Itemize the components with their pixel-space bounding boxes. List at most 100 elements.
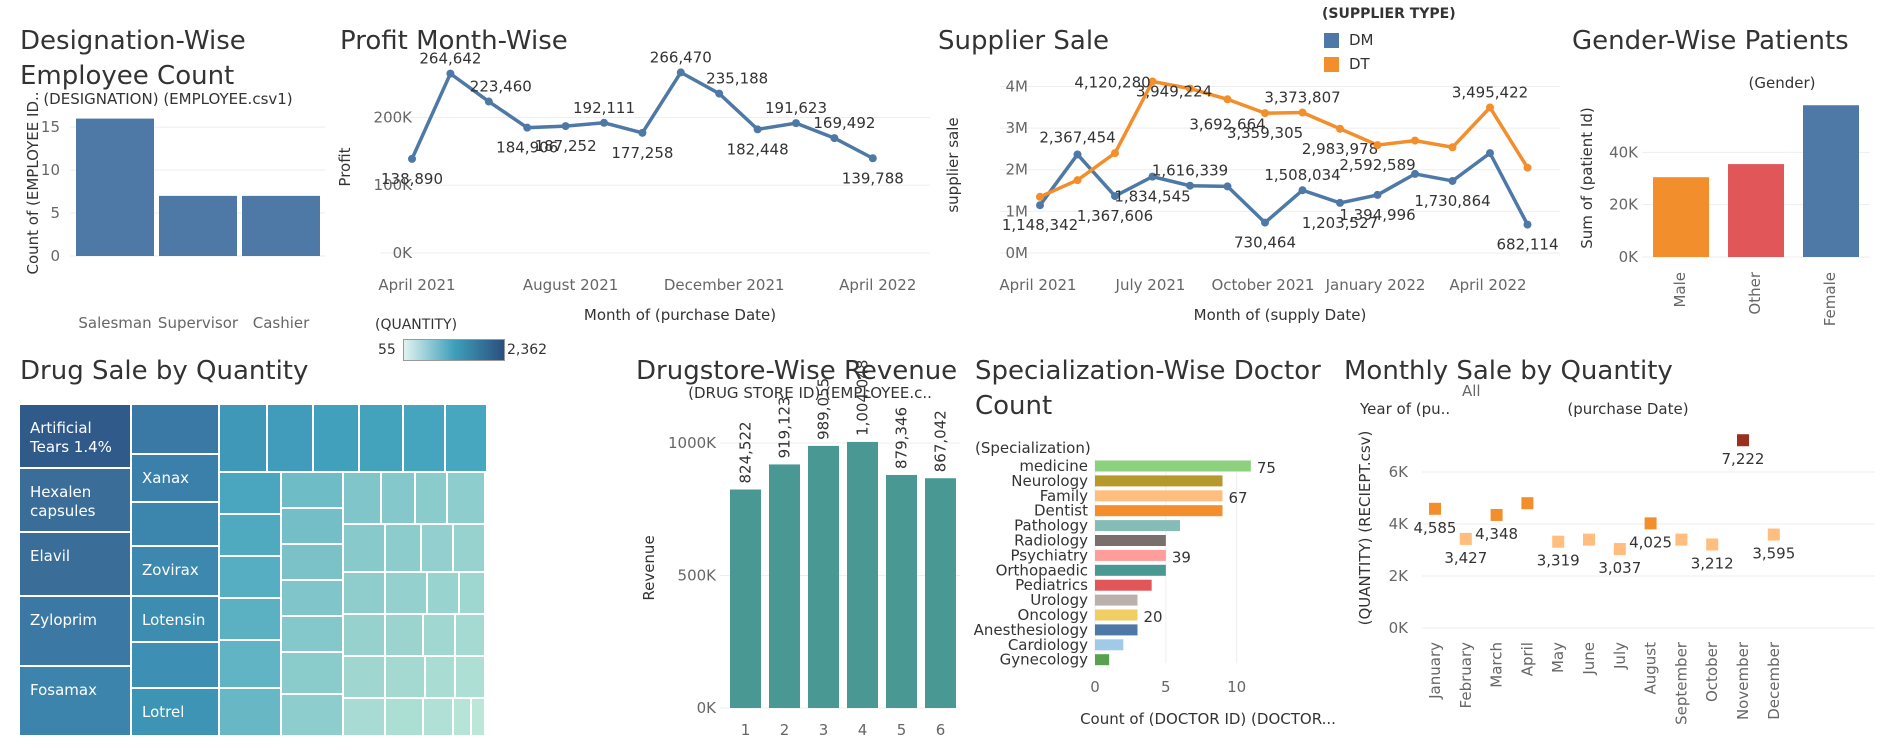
legend-item-dt[interactable]: DT — [1324, 55, 1370, 73]
revenue-xtick-3: 4 — [858, 721, 868, 739]
profit-point-0 — [408, 154, 416, 163]
revenue-bar-0 — [730, 489, 761, 708]
profit-xtick-3: April 2022 — [839, 276, 916, 294]
monthly-point-6 — [1613, 543, 1626, 556]
treemap-cell — [282, 509, 342, 543]
legend-label-dm: DM — [1349, 31, 1374, 49]
monthly-subtitle: (purchase Date) — [1567, 400, 1688, 418]
profit-label-9: 182,448 — [727, 140, 789, 158]
supplier-dm-point-13 — [1523, 220, 1532, 229]
specialization-category-7: Orthopaedic — [996, 561, 1088, 579]
designation-bar-0 — [76, 118, 154, 257]
designation-bar-2 — [242, 195, 320, 256]
specialization-category-13: Gynecology — [1000, 651, 1089, 669]
supplier-dt-point-9 — [1373, 141, 1382, 150]
profit-point-4 — [561, 122, 570, 131]
profit-label-3: 184,906 — [496, 139, 558, 157]
gender-ytick-2: 40K — [1609, 143, 1639, 161]
designation-title: Designation-Wise Employee Count — [20, 26, 246, 91]
specialization-category-6: Psychiatry — [1010, 546, 1088, 564]
profit-xtick-1: August 2021 — [523, 276, 618, 294]
profit-label-6: 177,258 — [611, 144, 673, 162]
specialization-xlabel: Count of (DOCTOR ID) (DOCTOR... — [1080, 710, 1336, 728]
designation-xtick-1: Supervisor — [158, 314, 239, 332]
revenue-label-5: 867,042 — [932, 410, 950, 472]
treemap-cell — [344, 699, 384, 735]
revenue-xtick-4: 5 — [897, 721, 907, 739]
treemap-cell: Lotrel — [132, 689, 218, 735]
specialization-xtick-2: 10 — [1227, 678, 1246, 696]
supplier-dt-point-10 — [1411, 136, 1419, 145]
monthly-point-3 — [1521, 497, 1534, 510]
profit-point-9 — [753, 125, 762, 134]
treemap-cell — [404, 405, 444, 471]
supplier-dt-point-8 — [1336, 124, 1344, 133]
legend-swatch-dt — [1324, 57, 1339, 72]
revenue-label-2: 989,055 — [815, 378, 833, 440]
supplier-dm-point-11 — [1448, 176, 1457, 185]
supplier-legend: (SUPPLIER TYPE) DM DT — [1322, 4, 1482, 74]
supplier-dm-label-11: 1,730,864 — [1414, 192, 1490, 210]
supplier-dt-point-11 — [1448, 143, 1457, 152]
drugsale-treemap: Artificial Tears 1.4% Hexalen capsules Ela… — [20, 405, 560, 735]
supplier-dm-label-4: 1,616,339 — [1152, 162, 1228, 180]
gender-ylabel: Sum of (patient Id) — [1578, 107, 1596, 248]
designation-subtitle: (DESIGNATION) (EMPLOYEE.csv1) — [43, 90, 292, 108]
monthly-label-2: 4,348 — [1475, 525, 1518, 543]
treemap-cell — [382, 473, 414, 523]
revenue-bar-5 — [925, 478, 956, 708]
designation-panel: Designation-Wise Employee Count (DESIGNA… — [0, 0, 335, 345]
treemap-cell — [344, 657, 384, 697]
supplier-xtick-3: January 2022 — [1325, 276, 1426, 294]
monthly-label-9: 3,212 — [1691, 554, 1734, 572]
gender-ytick-1: 20K — [1609, 196, 1639, 214]
treemap-cell — [220, 473, 280, 513]
legend-item-dm[interactable]: DM — [1324, 31, 1374, 49]
treemap-cell — [220, 515, 280, 555]
monthly-label-10: 7,222 — [1722, 450, 1765, 468]
treemap-cell — [386, 615, 422, 655]
profit-ytick-2: 200K — [374, 108, 414, 126]
specialization-bar-8 — [1095, 579, 1152, 591]
gender-xtick-1: Other — [1746, 271, 1764, 314]
designation-chart: (DESIGNATION) (EMPLOYEE.csv1) 0 5 10 15Count… — [24, 90, 325, 332]
monthly-ytick-1: 2K — [1389, 567, 1410, 585]
treemap-label: Zyloprim — [30, 611, 97, 629]
monthly-xtick-8: September — [1672, 641, 1690, 725]
profit-point-1 — [446, 69, 455, 78]
supplier-dm-point-1 — [1073, 150, 1082, 159]
profit-point-11 — [830, 134, 839, 143]
designation-xtick-2: Cashier — [253, 314, 310, 332]
supplier-dt-point-2 — [1111, 149, 1119, 158]
supplier-dm-point-10 — [1411, 169, 1419, 178]
supplier-dm-point-9 — [1373, 190, 1382, 199]
quantity-legend-title: (QUANTITY) — [375, 317, 458, 333]
supplier-dm-label-2: 1,367,606 — [1077, 207, 1153, 225]
profit-chart: 0K 100K 200K Profit April 2021 August 2021 Dec… — [336, 48, 930, 324]
treemap-label: Lotensin — [142, 611, 206, 629]
treemap-cell — [456, 657, 484, 697]
gender-title: Gender-Wise Patients — [1572, 26, 1849, 56]
profit-point-12 — [868, 154, 877, 163]
gender-xtick-0: Male — [1671, 272, 1689, 308]
profit-label-0: 138,890 — [381, 170, 443, 188]
revenue-xtick-5: 6 — [936, 721, 946, 739]
specialization-category-0: medicine — [1019, 457, 1088, 475]
supplier-legend-title: (SUPPLIER TYPE) — [1322, 6, 1456, 22]
treemap-label: Hexalen capsules — [30, 483, 96, 520]
monthly-point-4 — [1552, 535, 1565, 548]
gender-panel: Gender-Wise Patients (Gender) 0K 20K 40K Sum… — [1570, 0, 1880, 345]
supplier-dm-point-8 — [1336, 198, 1344, 207]
treemap-cell: Lotensin — [132, 597, 218, 641]
profit-point-2 — [484, 97, 493, 106]
revenue-label-4: 879,346 — [893, 407, 911, 469]
monthly-point-0 — [1429, 502, 1441, 515]
monthly-point-11 — [1767, 528, 1780, 541]
revenue-label-3: 1,004,048 — [854, 360, 872, 436]
treemap-cell — [424, 615, 454, 655]
specialization-title: Specialization-Wise Doctor Count — [975, 356, 1321, 421]
specialization-bar-0 — [1095, 460, 1251, 472]
monthly-xtick-7: August — [1642, 642, 1660, 695]
profit-point-3 — [523, 123, 532, 132]
monthly-filter-value: All — [1462, 382, 1481, 400]
